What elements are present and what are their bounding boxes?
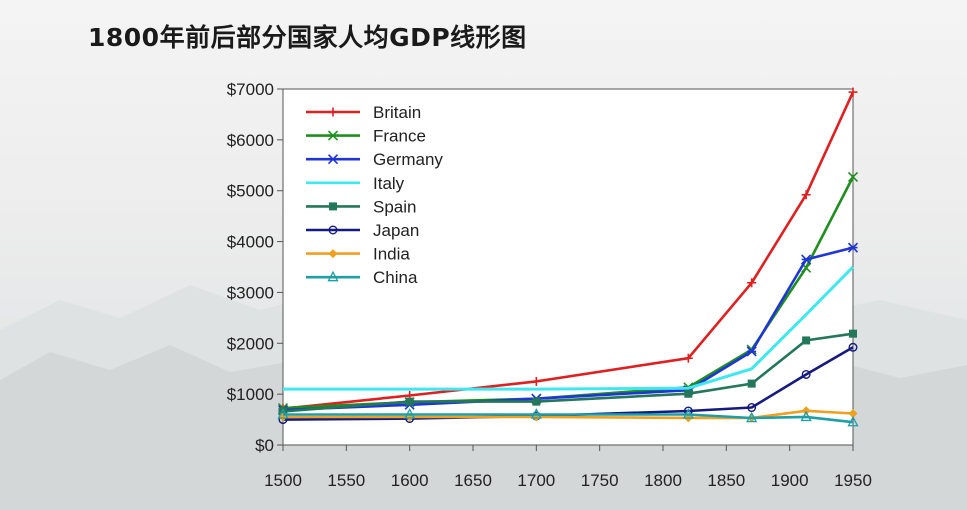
data-point-britain xyxy=(848,87,858,97)
x-tick-label: 1950 xyxy=(834,471,872,490)
legend-item-italy: Italy xyxy=(306,174,405,193)
x-tick-label: 1800 xyxy=(644,471,682,490)
data-point-china xyxy=(530,408,542,419)
legend-label-japan: Japan xyxy=(373,221,419,240)
legend-marker-spain xyxy=(329,202,337,211)
series-lines xyxy=(277,87,859,427)
data-point-germany xyxy=(801,254,812,265)
legend-marker-china xyxy=(327,270,339,282)
data-point-germany xyxy=(847,242,859,253)
data-point-india xyxy=(848,409,858,419)
x-tick-label: 1700 xyxy=(517,471,555,490)
series-italy xyxy=(283,265,855,391)
legend-label-italy: Italy xyxy=(373,174,405,193)
legend-label-germany: Germany xyxy=(373,150,443,169)
data-point-china xyxy=(847,415,859,427)
data-point-china xyxy=(800,410,812,422)
legend-item-france: France xyxy=(306,127,426,146)
x-tick-label: 1900 xyxy=(771,471,809,490)
data-point-spain xyxy=(747,379,756,388)
legend-label-india: India xyxy=(373,245,410,264)
data-point-japan xyxy=(801,369,811,379)
data-point-spain xyxy=(405,397,414,406)
legend-item-china: China xyxy=(306,268,418,287)
plot-area xyxy=(282,88,854,446)
legend-item-germany: Germany xyxy=(306,150,443,169)
data-point-britain xyxy=(683,353,693,363)
legend-marker-japan xyxy=(328,225,338,235)
series-spain xyxy=(279,329,857,416)
x-tick-label: 1600 xyxy=(391,471,429,490)
legend-label-britain: Britain xyxy=(373,103,421,122)
page-title: 1800年前后部分国家人均GDP线形图 xyxy=(88,23,527,52)
data-point-japan xyxy=(848,342,858,352)
legend-item-spain: Spain xyxy=(306,197,416,216)
data-point-china xyxy=(746,411,758,423)
legend-label-china: China xyxy=(373,268,418,287)
y-tick-label: $5000 xyxy=(227,182,274,201)
legend-label-spain: Spain xyxy=(373,197,416,216)
legend-marker-india xyxy=(328,249,338,259)
y-tick-label: $0 xyxy=(255,436,274,455)
legend-marker-france xyxy=(327,130,339,141)
data-point-germany xyxy=(746,346,757,357)
data-point-japan xyxy=(747,403,757,413)
legend-item-japan: Japan xyxy=(306,221,419,240)
x-tick-label: 1750 xyxy=(581,471,619,490)
legend-label-france: France xyxy=(373,127,426,146)
data-point-britain xyxy=(747,278,757,288)
y-tick-label: $2000 xyxy=(227,334,274,353)
y-tick-label: $6000 xyxy=(227,131,274,150)
data-point-china xyxy=(404,408,416,419)
data-point-spain xyxy=(849,329,857,338)
data-point-spain xyxy=(279,407,287,416)
series-line-italy xyxy=(283,265,855,391)
x-tick-label: 1500 xyxy=(264,471,302,490)
legend-item-india: India xyxy=(306,245,410,264)
x-tick-label: 1850 xyxy=(707,471,745,490)
data-point-china xyxy=(682,408,694,419)
data-point-spain xyxy=(532,397,541,406)
series-line-china xyxy=(283,413,854,424)
y-tick-label: $4000 xyxy=(227,233,274,252)
x-tick-label: 1650 xyxy=(454,471,492,490)
data-point-spain xyxy=(802,336,811,345)
legend-marker-germany xyxy=(327,154,339,165)
y-tick-label: $1000 xyxy=(227,385,274,404)
data-point-china xyxy=(277,408,289,419)
y-tick-label: $7000 xyxy=(227,80,274,99)
legend-item-britain: Britain xyxy=(306,103,421,122)
data-point-britain xyxy=(801,190,811,200)
y-tick-label: $3000 xyxy=(227,283,274,302)
legend: Britain France Germany Italy Spain Japan India… xyxy=(306,103,443,287)
legend-marker-britain xyxy=(328,107,338,117)
data-point-britain xyxy=(531,376,541,386)
data-point-spain xyxy=(684,389,693,398)
data-point-france xyxy=(847,171,859,182)
x-axis: 1500 1550 1600 1650 1700 1750 1800 1850 1900 1950 xyxy=(264,445,872,490)
y-axis: $0 $1000 $2000 $3000 $4000 $5000 $6000 $7000 xyxy=(227,80,283,455)
x-tick-label: 1550 xyxy=(327,471,365,490)
series-china xyxy=(277,408,859,427)
